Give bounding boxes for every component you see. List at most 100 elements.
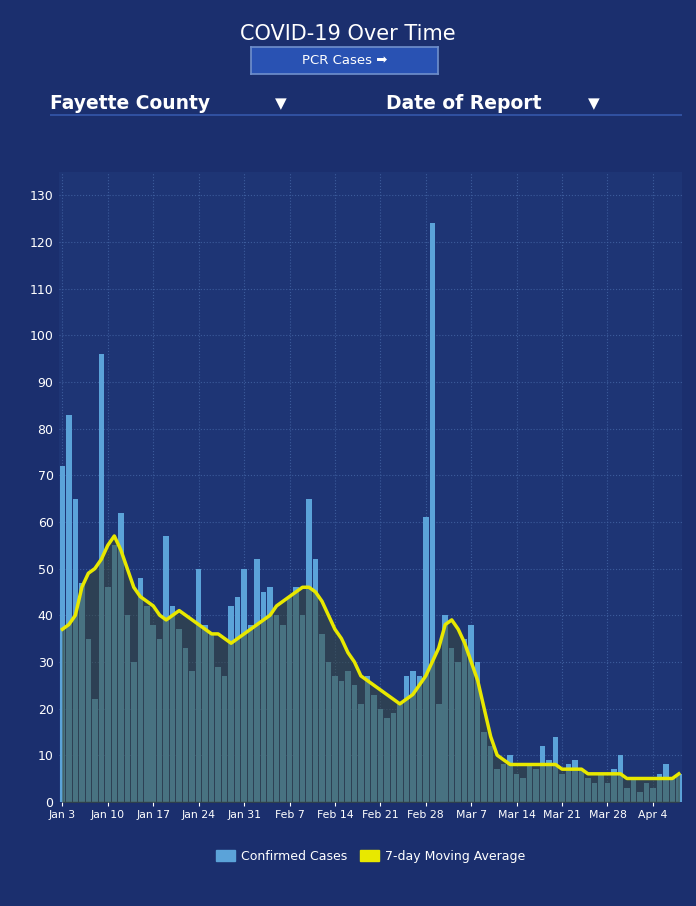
- Bar: [72, 498, 78, 802]
- Bar: [650, 788, 656, 802]
- Bar: [663, 765, 669, 802]
- Bar: [566, 765, 571, 802]
- Bar: [599, 774, 603, 802]
- Bar: [644, 783, 649, 802]
- Bar: [533, 769, 539, 802]
- Bar: [617, 756, 623, 802]
- Bar: [423, 517, 429, 802]
- Bar: [248, 624, 253, 802]
- Bar: [86, 639, 91, 802]
- Bar: [254, 559, 260, 802]
- Bar: [164, 536, 169, 802]
- Bar: [79, 583, 85, 802]
- Bar: [177, 630, 182, 802]
- Bar: [280, 624, 286, 802]
- Bar: [215, 667, 221, 802]
- Bar: [138, 578, 143, 802]
- Bar: [293, 587, 299, 802]
- Bar: [572, 760, 578, 802]
- Bar: [592, 783, 597, 802]
- Bar: [378, 708, 383, 802]
- Bar: [514, 774, 519, 802]
- Bar: [384, 718, 390, 802]
- Bar: [482, 732, 487, 802]
- Bar: [436, 704, 441, 802]
- Text: PCR Cases ➡: PCR Cases ➡: [302, 54, 387, 67]
- Bar: [527, 765, 532, 802]
- Bar: [358, 704, 363, 802]
- Bar: [170, 606, 175, 802]
- Text: Date of Report: Date of Report: [386, 94, 541, 112]
- Bar: [144, 606, 150, 802]
- Bar: [228, 606, 234, 802]
- Bar: [475, 662, 480, 802]
- Bar: [494, 769, 500, 802]
- Bar: [579, 769, 584, 802]
- Bar: [560, 774, 564, 802]
- Bar: [455, 662, 461, 802]
- Bar: [631, 778, 636, 802]
- Bar: [443, 615, 448, 802]
- Text: COVID-19 Over Time: COVID-19 Over Time: [240, 24, 456, 44]
- Text: ▼: ▼: [275, 96, 287, 111]
- Bar: [624, 788, 630, 802]
- Bar: [306, 498, 312, 802]
- Bar: [332, 676, 338, 802]
- Bar: [656, 774, 662, 802]
- Bar: [222, 676, 228, 802]
- Bar: [345, 671, 351, 802]
- Bar: [125, 615, 130, 802]
- Bar: [274, 615, 279, 802]
- Bar: [150, 624, 156, 802]
- Bar: [319, 634, 325, 802]
- Bar: [585, 778, 591, 802]
- Bar: [371, 695, 377, 802]
- Bar: [488, 746, 493, 802]
- Bar: [501, 765, 507, 802]
- Bar: [105, 587, 111, 802]
- Bar: [189, 671, 195, 802]
- Bar: [261, 592, 267, 802]
- Text: ▼: ▼: [588, 96, 600, 111]
- Bar: [611, 769, 617, 802]
- Bar: [404, 676, 409, 802]
- Bar: [521, 778, 526, 802]
- Bar: [267, 587, 273, 802]
- Bar: [429, 224, 435, 802]
- Bar: [605, 783, 610, 802]
- Bar: [416, 676, 422, 802]
- Bar: [99, 354, 104, 802]
- Bar: [300, 615, 306, 802]
- Bar: [287, 596, 292, 802]
- Text: Fayette County: Fayette County: [50, 94, 210, 112]
- Bar: [540, 746, 546, 802]
- Bar: [92, 699, 97, 802]
- Bar: [313, 559, 318, 802]
- Bar: [235, 596, 240, 802]
- Bar: [553, 737, 558, 802]
- Bar: [118, 513, 124, 802]
- Bar: [111, 545, 117, 802]
- Bar: [365, 676, 370, 802]
- Bar: [462, 639, 468, 802]
- Bar: [209, 634, 214, 802]
- Bar: [131, 662, 136, 802]
- Bar: [203, 624, 208, 802]
- Bar: [242, 569, 247, 802]
- Bar: [449, 648, 454, 802]
- Bar: [351, 685, 357, 802]
- Bar: [60, 466, 65, 802]
- Bar: [196, 569, 201, 802]
- Bar: [326, 662, 331, 802]
- Bar: [637, 793, 642, 802]
- Bar: [410, 671, 416, 802]
- Legend: Confirmed Cases, 7-day Moving Average: Confirmed Cases, 7-day Moving Average: [211, 845, 530, 868]
- Bar: [397, 704, 402, 802]
- Bar: [66, 415, 72, 802]
- Bar: [390, 713, 396, 802]
- Bar: [676, 774, 681, 802]
- Bar: [670, 778, 675, 802]
- Bar: [339, 680, 345, 802]
- Bar: [157, 639, 162, 802]
- Bar: [183, 648, 189, 802]
